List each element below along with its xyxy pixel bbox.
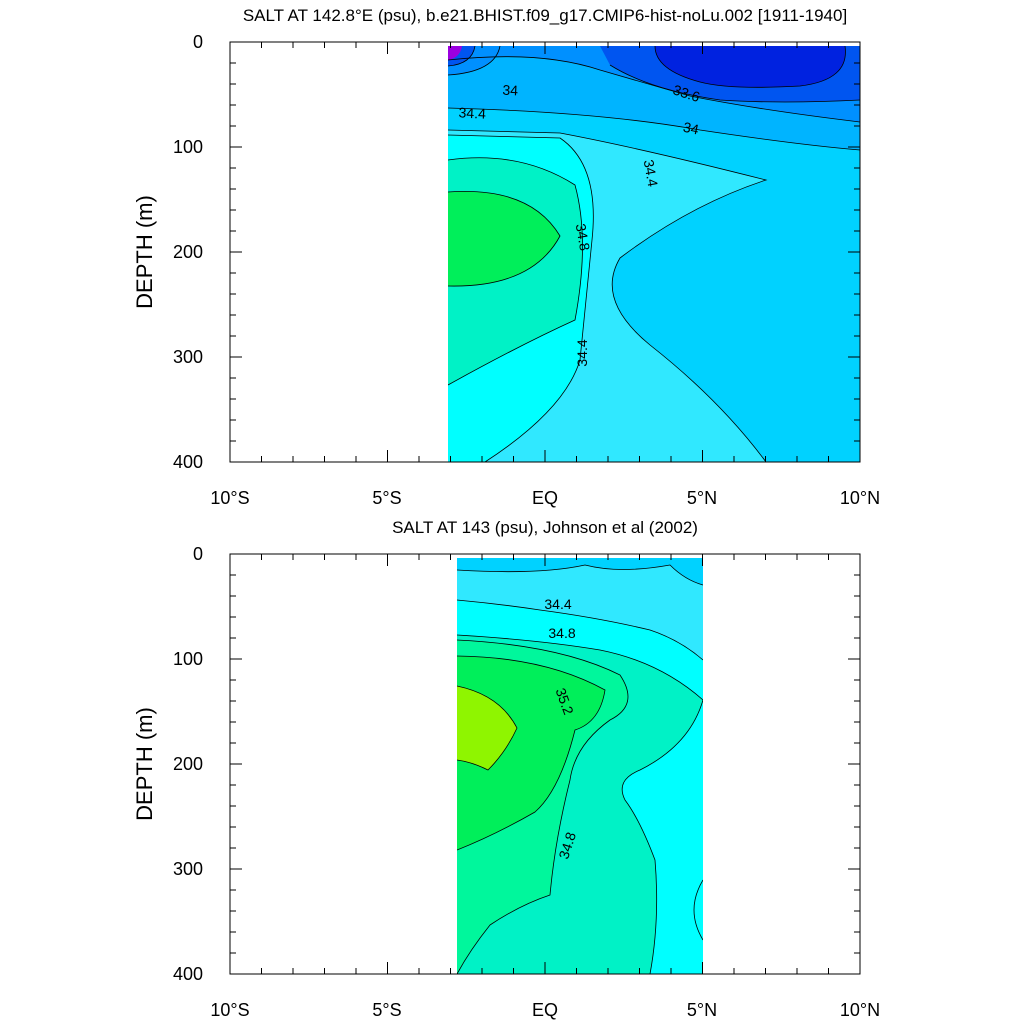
axes-model xyxy=(229,41,861,463)
panel-observations: SALT AT 143 (psu), Johnson et al (2002) xyxy=(132,518,880,1020)
x-tick-label: 10°S xyxy=(210,1000,249,1020)
y-tick-label: 0 xyxy=(193,32,203,52)
x-ticks-obs xyxy=(229,554,861,974)
fill-east-34-6 xyxy=(622,700,703,974)
y-tick-labels-obs: 0 100 200 300 400 xyxy=(173,544,203,984)
fill-35-0-core xyxy=(448,191,560,287)
contour-label: 34.8 xyxy=(573,222,594,252)
y-axis-label-model: DEPTH (m) xyxy=(132,195,157,309)
x-tick-label: 10°N xyxy=(840,1000,880,1020)
x-tick-labels-model: 10°S 5°S EQ 5°N 10°N xyxy=(210,488,880,508)
contour-lines-model xyxy=(448,46,860,462)
x-tick-label: 10°N xyxy=(840,488,880,508)
fill-top-34-6 xyxy=(457,600,703,700)
fill-top-34-2 xyxy=(457,558,703,585)
axes-obs xyxy=(229,553,861,975)
y-tick-label: 200 xyxy=(173,754,203,774)
contour-lines-obs xyxy=(457,564,703,974)
fill-33-4 xyxy=(655,46,846,88)
y-ticks-model xyxy=(230,41,860,463)
contour-fill-obs xyxy=(457,558,703,974)
y-ticks-obs xyxy=(230,553,860,975)
y-tick-label: 400 xyxy=(173,452,203,472)
x-tick-labels-obs: 10°S 5°S EQ 5°N 10°N xyxy=(210,1000,880,1020)
fill-top-34-4 xyxy=(457,558,703,660)
y-tick-labels-model: 0 100 200 300 400 xyxy=(173,32,203,472)
y-tick-label: 400 xyxy=(173,964,203,984)
x-tick-label: EQ xyxy=(532,1000,558,1020)
panel-1-title: SALT AT 142.8°E (psu), b.e21.BHIST.f09_g… xyxy=(243,6,847,25)
contour-label: 34.4 xyxy=(458,104,486,121)
fill-max-core xyxy=(448,46,462,60)
y-tick-label: 300 xyxy=(173,859,203,879)
y-tick-label: 0 xyxy=(193,544,203,564)
contour-label: 34 xyxy=(502,82,519,99)
contour-label: 34.4 xyxy=(641,158,662,188)
panel-2-title: SALT AT 143 (psu), Johnson et al (2002) xyxy=(392,518,698,537)
contour-fill-model xyxy=(448,46,860,462)
y-axis-label-obs: DEPTH (m) xyxy=(132,707,157,821)
y-tick-label: 300 xyxy=(173,347,203,367)
x-tick-label: 10°S xyxy=(210,488,249,508)
y-tick-label: 100 xyxy=(173,649,203,669)
y-tick-label: 200 xyxy=(173,242,203,262)
fill-35-4 xyxy=(457,686,517,770)
x-tick-label: EQ xyxy=(532,488,558,508)
contour-label: 34 xyxy=(682,119,701,138)
contour-label: 34.4 xyxy=(574,339,590,366)
panel-model: SALT AT 142.8°E (psu), b.e21.BHIST.f09_g… xyxy=(132,6,880,508)
x-tick-label: 5°S xyxy=(372,488,401,508)
contour-labels-model: 34 33.6 34.4 34 34.4 34.8 34.4 xyxy=(458,81,702,366)
x-ticks-model xyxy=(229,42,861,462)
contour-label: 34.4 xyxy=(544,596,571,612)
x-tick-label: 5°N xyxy=(687,1000,717,1020)
x-tick-label: 5°S xyxy=(372,1000,401,1020)
x-tick-label: 5°N xyxy=(687,488,717,508)
contour-label: 34.8 xyxy=(548,625,575,641)
y-tick-label: 100 xyxy=(173,137,203,157)
